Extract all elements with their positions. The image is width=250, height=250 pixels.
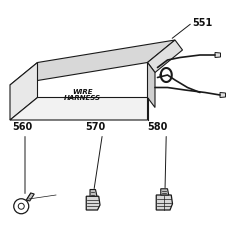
- Polygon shape: [148, 40, 182, 72]
- Circle shape: [18, 203, 24, 209]
- Polygon shape: [156, 195, 172, 210]
- Polygon shape: [161, 189, 169, 195]
- Polygon shape: [215, 52, 220, 58]
- Polygon shape: [10, 62, 38, 120]
- Polygon shape: [26, 193, 34, 201]
- Polygon shape: [220, 92, 226, 98]
- Polygon shape: [90, 190, 97, 196]
- Text: 560: 560: [12, 122, 32, 132]
- Polygon shape: [148, 62, 155, 108]
- Polygon shape: [10, 98, 147, 120]
- Polygon shape: [86, 196, 100, 210]
- Text: 580: 580: [147, 122, 168, 132]
- Text: WIRE
HARNESS: WIRE HARNESS: [64, 88, 101, 102]
- Text: 551: 551: [192, 18, 213, 28]
- Polygon shape: [10, 40, 175, 85]
- Text: 570: 570: [85, 122, 105, 132]
